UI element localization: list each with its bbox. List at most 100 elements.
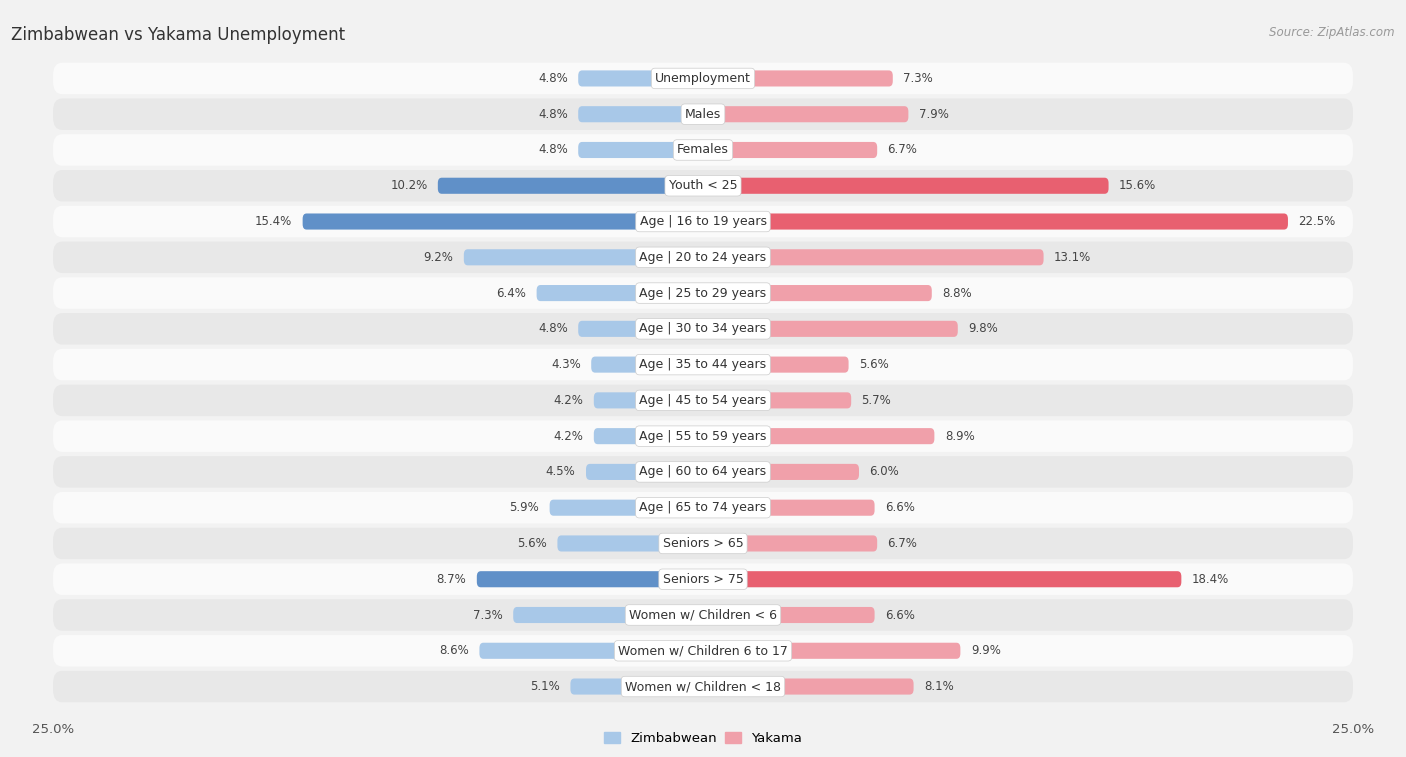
Text: 18.4%: 18.4% [1192,573,1229,586]
Text: 4.3%: 4.3% [551,358,581,371]
FancyBboxPatch shape [703,213,1288,229]
Legend: Zimbabwean, Yakama: Zimbabwean, Yakama [599,727,807,750]
Text: 7.9%: 7.9% [918,107,949,120]
Text: 5.6%: 5.6% [517,537,547,550]
FancyBboxPatch shape [703,249,1043,266]
Text: 5.9%: 5.9% [509,501,540,514]
Text: 9.2%: 9.2% [423,251,453,263]
FancyBboxPatch shape [703,607,875,623]
Text: Age | 45 to 54 years: Age | 45 to 54 years [640,394,766,407]
FancyBboxPatch shape [53,241,1353,273]
FancyBboxPatch shape [53,671,1353,702]
FancyBboxPatch shape [578,70,703,86]
FancyBboxPatch shape [53,528,1353,559]
Text: 22.5%: 22.5% [1298,215,1336,228]
FancyBboxPatch shape [703,643,960,659]
FancyBboxPatch shape [703,70,893,86]
Text: Age | 20 to 24 years: Age | 20 to 24 years [640,251,766,263]
Text: 6.0%: 6.0% [869,466,898,478]
Text: Age | 25 to 29 years: Age | 25 to 29 years [640,287,766,300]
Text: Age | 60 to 64 years: Age | 60 to 64 years [640,466,766,478]
Text: 4.2%: 4.2% [554,430,583,443]
FancyBboxPatch shape [53,635,1353,666]
Text: Age | 30 to 34 years: Age | 30 to 34 years [640,322,766,335]
Text: Age | 16 to 19 years: Age | 16 to 19 years [640,215,766,228]
FancyBboxPatch shape [593,392,703,409]
Text: 8.6%: 8.6% [439,644,470,657]
Text: 7.3%: 7.3% [472,609,503,621]
Text: 6.6%: 6.6% [884,501,915,514]
Text: 15.6%: 15.6% [1119,179,1156,192]
Text: 13.1%: 13.1% [1054,251,1091,263]
Text: 6.4%: 6.4% [496,287,526,300]
Text: Age | 55 to 59 years: Age | 55 to 59 years [640,430,766,443]
Text: Age | 35 to 44 years: Age | 35 to 44 years [640,358,766,371]
FancyBboxPatch shape [53,492,1353,523]
FancyBboxPatch shape [591,357,703,372]
Text: 8.1%: 8.1% [924,680,953,693]
Text: 5.1%: 5.1% [530,680,560,693]
FancyBboxPatch shape [703,678,914,695]
FancyBboxPatch shape [586,464,703,480]
FancyBboxPatch shape [477,572,703,587]
Text: 8.8%: 8.8% [942,287,972,300]
FancyBboxPatch shape [703,572,1181,587]
FancyBboxPatch shape [703,535,877,552]
Text: Seniors > 75: Seniors > 75 [662,573,744,586]
FancyBboxPatch shape [53,385,1353,416]
FancyBboxPatch shape [578,142,703,158]
FancyBboxPatch shape [53,349,1353,380]
FancyBboxPatch shape [53,313,1353,344]
FancyBboxPatch shape [513,607,703,623]
FancyBboxPatch shape [703,285,932,301]
Text: 5.6%: 5.6% [859,358,889,371]
Text: Source: ZipAtlas.com: Source: ZipAtlas.com [1270,26,1395,39]
FancyBboxPatch shape [578,106,703,123]
FancyBboxPatch shape [53,63,1353,94]
FancyBboxPatch shape [550,500,703,516]
FancyBboxPatch shape [53,420,1353,452]
Text: 4.8%: 4.8% [538,72,568,85]
Text: 4.8%: 4.8% [538,107,568,120]
FancyBboxPatch shape [703,428,935,444]
Text: Women w/ Children 6 to 17: Women w/ Children 6 to 17 [619,644,787,657]
FancyBboxPatch shape [302,213,703,229]
Text: 6.7%: 6.7% [887,537,918,550]
FancyBboxPatch shape [703,464,859,480]
FancyBboxPatch shape [53,134,1353,166]
Text: Youth < 25: Youth < 25 [669,179,737,192]
Text: 4.8%: 4.8% [538,322,568,335]
Text: 5.7%: 5.7% [862,394,891,407]
Text: Seniors > 65: Seniors > 65 [662,537,744,550]
FancyBboxPatch shape [53,98,1353,130]
Text: 10.2%: 10.2% [391,179,427,192]
FancyBboxPatch shape [703,321,957,337]
Text: 8.7%: 8.7% [437,573,467,586]
FancyBboxPatch shape [571,678,703,695]
FancyBboxPatch shape [703,392,851,409]
Text: 15.4%: 15.4% [254,215,292,228]
Text: Age | 65 to 74 years: Age | 65 to 74 years [640,501,766,514]
Text: Unemployment: Unemployment [655,72,751,85]
FancyBboxPatch shape [703,500,875,516]
Text: 9.9%: 9.9% [970,644,1001,657]
FancyBboxPatch shape [53,563,1353,595]
FancyBboxPatch shape [537,285,703,301]
Text: 8.9%: 8.9% [945,430,974,443]
Text: Zimbabwean vs Yakama Unemployment: Zimbabwean vs Yakama Unemployment [11,26,346,45]
Text: 7.3%: 7.3% [903,72,934,85]
FancyBboxPatch shape [703,357,849,372]
FancyBboxPatch shape [53,456,1353,488]
Text: 6.6%: 6.6% [884,609,915,621]
Text: Males: Males [685,107,721,120]
Text: Women w/ Children < 18: Women w/ Children < 18 [626,680,780,693]
Text: Women w/ Children < 6: Women w/ Children < 6 [628,609,778,621]
FancyBboxPatch shape [557,535,703,552]
Text: Females: Females [678,144,728,157]
FancyBboxPatch shape [703,142,877,158]
FancyBboxPatch shape [53,206,1353,237]
FancyBboxPatch shape [578,321,703,337]
FancyBboxPatch shape [53,600,1353,631]
FancyBboxPatch shape [479,643,703,659]
FancyBboxPatch shape [703,106,908,123]
